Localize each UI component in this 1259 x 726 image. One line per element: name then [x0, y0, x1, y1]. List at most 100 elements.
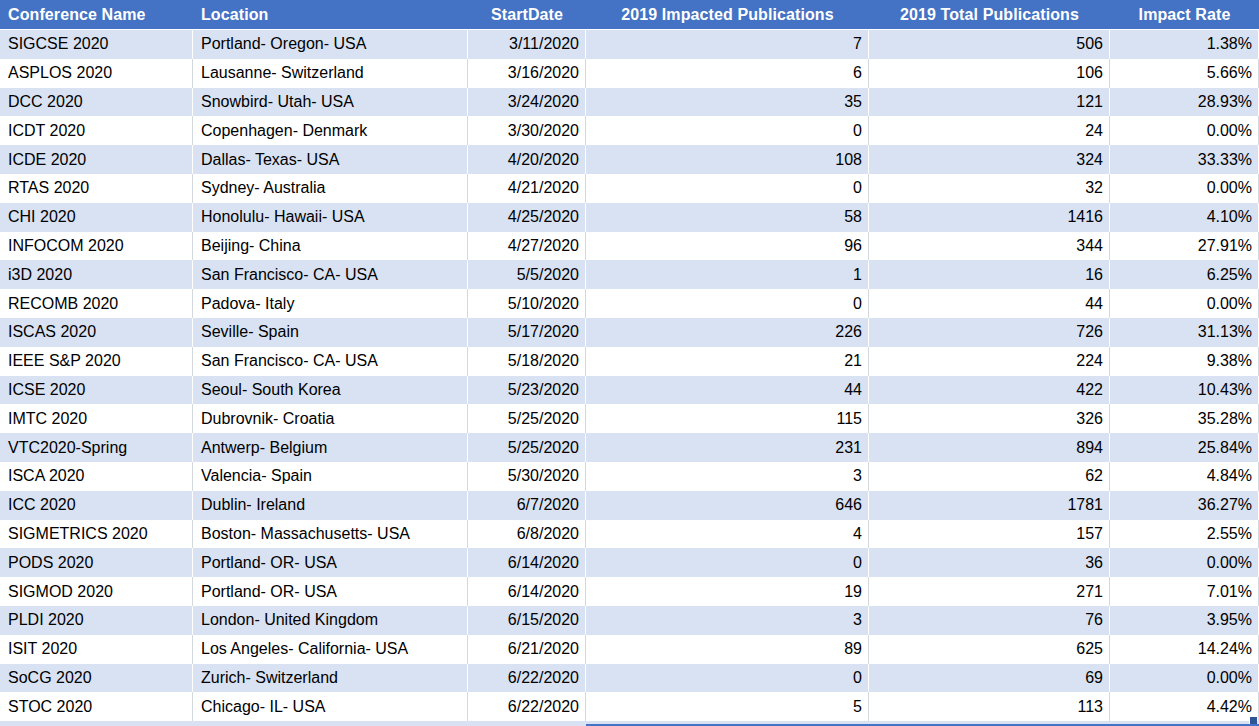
cell-start-date[interactable]: 5/30/2020 — [468, 462, 586, 491]
cell-impacted-publications[interactable]: 115 — [586, 404, 869, 433]
cell-start-date[interactable]: 6/14/2020 — [468, 548, 586, 577]
cell-conference-name[interactable]: PLDI 2020 — [0, 606, 193, 635]
cell-location[interactable]: Portland- OR- USA — [193, 577, 468, 606]
cell-location[interactable]: Beijing- China — [193, 232, 468, 261]
cell-total-publications[interactable]: 32 — [869, 174, 1110, 203]
cell-impacted-publications[interactable]: 58 — [586, 203, 869, 232]
cell-impact-rate[interactable]: 0.00% — [1110, 548, 1259, 577]
cell-conference-name[interactable]: STOC 2020 — [0, 692, 193, 721]
cell-total-publications[interactable]: 69 — [869, 664, 1110, 693]
cell-impact-rate[interactable]: 35.28% — [1110, 404, 1259, 433]
cell-total-publications[interactable]: 157 — [869, 520, 1110, 549]
cell-location[interactable]: Seville- Spain — [193, 318, 468, 347]
cell-start-date[interactable]: 5/18/2020 — [468, 347, 586, 376]
cell-impact-rate[interactable]: 0.00% — [1110, 289, 1259, 318]
cell-start-date[interactable]: 5/25/2020 — [468, 433, 586, 462]
cell-impacted-publications[interactable]: 21 — [586, 347, 869, 376]
cell-impact-rate[interactable]: 28.93% — [1110, 88, 1259, 117]
cell-location[interactable]: Lausanne- Switzerland — [193, 59, 468, 88]
cell-impact-rate[interactable]: 5.66% — [1110, 59, 1259, 88]
cell-conference-name[interactable]: ISIT 2020 — [0, 635, 193, 664]
cell-conference-name[interactable]: INFOCOM 2020 — [0, 232, 193, 261]
fill-handle[interactable] — [1249, 716, 1257, 724]
cell-impacted-publications[interactable]: 44 — [586, 376, 869, 405]
cell-total-publications[interactable]: 625 — [869, 635, 1110, 664]
cell-impacted-publications[interactable]: 89 — [586, 635, 869, 664]
cell-impacted-publications[interactable]: 3 — [586, 462, 869, 491]
cell-impact-rate[interactable]: 10.43% — [1110, 376, 1259, 405]
cell-conference-name[interactable]: CHI 2020 — [0, 203, 193, 232]
cell-impact-rate[interactable]: 1.38% — [1110, 30, 1259, 59]
cell-conference-name[interactable]: RECOMB 2020 — [0, 289, 193, 318]
cell-conference-name[interactable]: PODS 2020 — [0, 548, 193, 577]
cell-impacted-publications[interactable]: 6 — [586, 59, 869, 88]
cell-location[interactable]: Snowbird- Utah- USA — [193, 88, 468, 117]
cell-location[interactable]: Copenhagen- Denmark — [193, 116, 468, 145]
cell-location[interactable]: Dublin- Ireland — [193, 491, 468, 520]
cell-location[interactable]: Los Angeles- California- USA — [193, 635, 468, 664]
cell-start-date[interactable]: 3/11/2020 — [468, 30, 586, 59]
cell-conference-name[interactable]: ISCAS 2020 — [0, 318, 193, 347]
cell-location[interactable]: Dubrovnik- Croatia — [193, 404, 468, 433]
cell-conference-name[interactable]: RTAS 2020 — [0, 174, 193, 203]
cell-impacted-publications[interactable]: 5 — [586, 692, 869, 721]
cell-conference-name[interactable]: IEEE S&P 2020 — [0, 347, 193, 376]
cell-impacted-publications[interactable]: 3 — [586, 606, 869, 635]
cell-impact-rate[interactable]: 0.00% — [1110, 664, 1259, 693]
cell-total-publications[interactable]: 24 — [869, 116, 1110, 145]
cell-total-publications[interactable]: 1416 — [869, 203, 1110, 232]
cell-impacted-publications[interactable]: 0 — [586, 548, 869, 577]
cell-impact-rate[interactable]: 33.33% — [1110, 145, 1259, 174]
column-header-location[interactable]: Location — [193, 0, 468, 29]
cell-location[interactable]: Boston- Massachusetts- USA — [193, 520, 468, 549]
cell-total-publications[interactable]: 894 — [869, 433, 1110, 462]
cell-start-date[interactable]: 5/10/2020 — [468, 289, 586, 318]
cell-impacted-publications[interactable]: 646 — [586, 491, 869, 520]
cell-start-date[interactable]: 4/21/2020 — [468, 174, 586, 203]
cell-total-publications[interactable]: 121 — [869, 88, 1110, 117]
cell-impact-rate[interactable]: 36.27% — [1110, 491, 1259, 520]
cell-impact-rate[interactable]: 0.00% — [1110, 116, 1259, 145]
cell-impact-rate[interactable]: 7.01% — [1110, 577, 1259, 606]
cell-impact-rate[interactable]: 4.84% — [1110, 462, 1259, 491]
cell-start-date[interactable]: 4/20/2020 — [468, 145, 586, 174]
cell-impacted-publications[interactable]: 4 — [586, 520, 869, 549]
cell-total-publications[interactable]: 16 — [869, 260, 1110, 289]
cell-location[interactable]: Valencia- Spain — [193, 462, 468, 491]
cell-start-date[interactable]: 6/22/2020 — [468, 692, 586, 721]
cell-location[interactable]: San Francisco- CA- USA — [193, 347, 468, 376]
cell-location[interactable]: London- United Kingdom — [193, 606, 468, 635]
cell-total-publications[interactable]: 506 — [869, 30, 1110, 59]
cell-total-publications[interactable]: 224 — [869, 347, 1110, 376]
cell-impacted-publications[interactable]: 1 — [586, 260, 869, 289]
cell-impact-rate[interactable]: 4.10% — [1110, 203, 1259, 232]
cell-start-date[interactable]: 6/14/2020 — [468, 577, 586, 606]
cell-start-date[interactable]: 6/7/2020 — [468, 491, 586, 520]
cell-start-date[interactable]: 6/8/2020 — [468, 520, 586, 549]
cell-total-publications[interactable]: 344 — [869, 232, 1110, 261]
cell-location[interactable]: Chicago- IL- USA — [193, 692, 468, 721]
cell-location[interactable]: San Francisco- CA- USA — [193, 260, 468, 289]
cell-impact-rate[interactable]: 9.38% — [1110, 347, 1259, 376]
cell-impact-rate[interactable]: 4.42% — [1110, 692, 1259, 721]
cell-location[interactable]: Honolulu- Hawaii- USA — [193, 203, 468, 232]
cell-start-date[interactable]: 6/15/2020 — [468, 606, 586, 635]
cell-total-publications[interactable]: 76 — [869, 606, 1110, 635]
cell-conference-name[interactable]: ISCA 2020 — [0, 462, 193, 491]
cell-impacted-publications[interactable]: 19 — [586, 577, 869, 606]
cell-start-date[interactable]: 3/16/2020 — [468, 59, 586, 88]
cell-total-publications[interactable]: 422 — [869, 376, 1110, 405]
cell-location[interactable]: Sydney- Australia — [193, 174, 468, 203]
cell-start-date[interactable]: 3/24/2020 — [468, 88, 586, 117]
column-header-impact-rate[interactable]: Impact Rate — [1110, 0, 1259, 29]
cell-impacted-publications[interactable]: 0 — [586, 289, 869, 318]
cell-location[interactable]: Antwerp- Belgium — [193, 433, 468, 462]
cell-total-publications[interactable]: 62 — [869, 462, 1110, 491]
cell-location[interactable]: Seoul- South Korea — [193, 376, 468, 405]
cell-total-publications[interactable]: 113 — [869, 692, 1110, 721]
cell-impacted-publications[interactable]: 0 — [586, 174, 869, 203]
cell-start-date[interactable]: 4/27/2020 — [468, 232, 586, 261]
cell-conference-name[interactable]: SIGMETRICS 2020 — [0, 520, 193, 549]
cell-location[interactable]: Dallas- Texas- USA — [193, 145, 468, 174]
cell-total-publications[interactable]: 324 — [869, 145, 1110, 174]
